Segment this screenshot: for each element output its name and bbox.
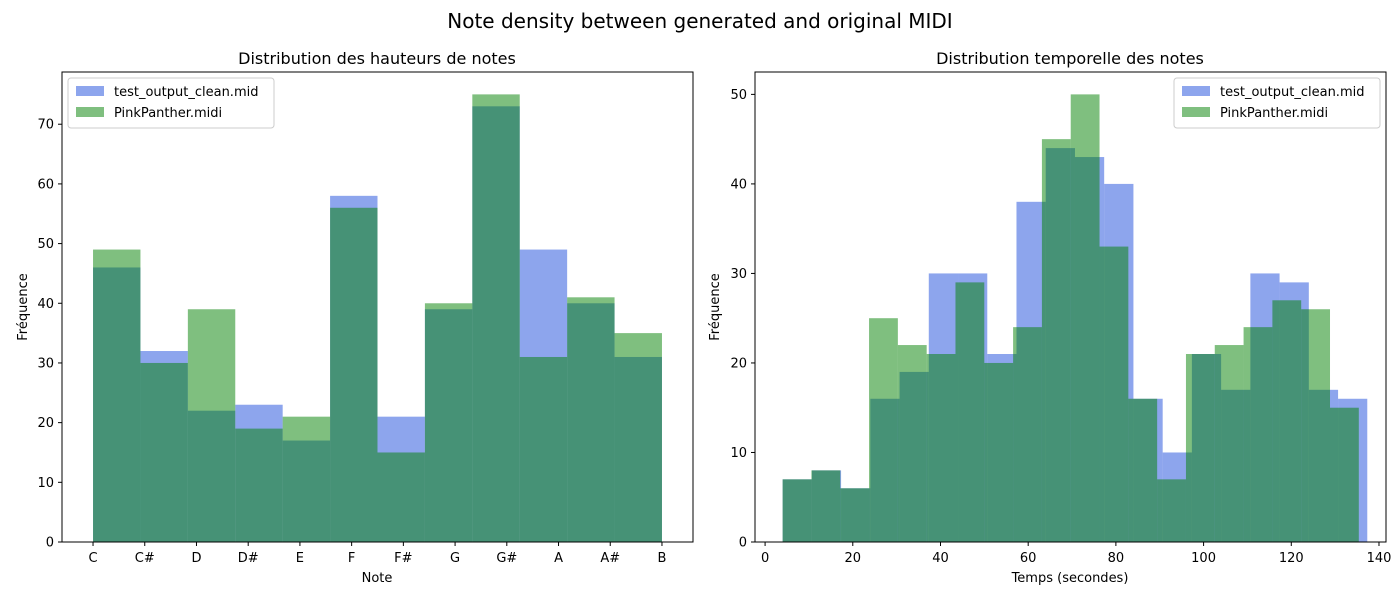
histogram-bar — [93, 249, 141, 543]
pitch-y-axis-label: Fréquence — [16, 273, 31, 340]
y-tick-label: 50 — [730, 88, 747, 103]
x-tick-label: 120 — [1279, 551, 1304, 566]
histogram-bar — [926, 354, 956, 542]
x-tick-label: A — [554, 551, 563, 566]
x-tick-label: 140 — [1367, 551, 1392, 566]
pitch-distribution-chart: Distribution des hauteurs de notes C C# D D… — [16, 49, 694, 586]
histogram-bar — [1013, 327, 1042, 542]
histogram-bar — [235, 428, 283, 542]
y-tick-label: 0 — [739, 536, 747, 551]
x-tick-label: 100 — [1191, 551, 1216, 566]
legend-swatch — [76, 107, 104, 117]
histogram-bar — [1128, 398, 1158, 542]
time-x-axis-label: Temps (secondes) — [1011, 571, 1129, 586]
x-tick-label: E — [296, 551, 304, 566]
x-tick-label: F# — [394, 551, 412, 566]
x-tick-label: 80 — [1108, 551, 1125, 566]
y-tick-label: 0 — [46, 536, 54, 551]
legend-label: PinkPanther.midi — [114, 106, 222, 121]
time-x-ticks: 0 20 40 60 80 100 120 140 — [761, 542, 1391, 566]
pitch-x-axis-label: Note — [362, 571, 393, 586]
histogram-bar — [1214, 345, 1244, 542]
histogram-bar — [424, 303, 473, 542]
histogram-bar — [955, 282, 985, 542]
time-distribution-chart: Distribution temporelle des notes 0 20 40 6… — [708, 49, 1391, 586]
time-y-axis-label: Fréquence — [708, 273, 723, 340]
histogram-bar — [840, 488, 870, 542]
histogram-bar — [1243, 327, 1273, 542]
legend-swatch — [1182, 86, 1210, 96]
legend-label: PinkPanther.midi — [1220, 106, 1328, 121]
x-tick-label: 0 — [761, 551, 769, 566]
x-tick-label: 40 — [932, 551, 949, 566]
x-tick-label: B — [658, 551, 667, 566]
x-tick-label: C# — [135, 551, 155, 566]
time-chart-title: Distribution temporelle des notes — [936, 49, 1204, 68]
y-tick-label: 60 — [37, 177, 54, 192]
x-tick-label: A# — [600, 551, 620, 566]
histogram-bar — [1185, 354, 1215, 542]
legend-swatch — [76, 86, 104, 96]
time-axes-frame — [754, 71, 1387, 543]
y-tick-label: 40 — [37, 297, 54, 312]
pitch-x-ticks: C C# D D# E F F# G G# A A# B — [88, 542, 666, 566]
pitch-chart-title: Distribution des hauteurs de notes — [238, 49, 516, 68]
histogram-bar — [1272, 300, 1302, 542]
histogram-bar — [330, 207, 378, 542]
x-tick-label: G# — [496, 551, 517, 566]
y-tick-label: 30 — [730, 267, 747, 282]
time-bars — [782, 94, 1368, 543]
x-tick-label: C — [88, 551, 97, 566]
y-tick-label: 20 — [730, 356, 747, 371]
x-tick-label: D — [191, 551, 201, 566]
histogram-bar — [984, 362, 1014, 542]
histogram-bar — [897, 345, 927, 542]
histogram-bar — [782, 479, 812, 542]
y-tick-label: 10 — [730, 446, 747, 461]
pitch-legend: test_output_clean.mid PinkPanther.midi — [67, 77, 275, 129]
histogram-bar — [1041, 139, 1071, 542]
histogram-bar — [567, 297, 615, 542]
histogram-bar — [1301, 309, 1331, 542]
y-tick-label: 40 — [730, 177, 747, 192]
legend-swatch — [1182, 107, 1210, 117]
histogram-bar — [282, 416, 331, 542]
pitch-bars — [93, 94, 662, 543]
histogram-bar — [472, 94, 520, 542]
y-tick-label: 70 — [37, 118, 54, 133]
x-tick-label: G — [450, 551, 460, 566]
pitch-axes-frame — [61, 71, 694, 543]
time-legend: test_output_clean.mid PinkPanther.midi — [1173, 77, 1381, 129]
y-tick-label: 10 — [37, 476, 54, 491]
histogram-bar — [1157, 479, 1186, 542]
histogram-bar — [1099, 246, 1129, 543]
histogram-bar — [1070, 94, 1100, 542]
legend-box — [1173, 77, 1381, 129]
legend-box — [67, 77, 275, 129]
histogram-bar — [519, 356, 568, 542]
y-tick-label: 20 — [37, 416, 54, 431]
x-tick-label: 60 — [1020, 551, 1037, 566]
legend-label: test_output_clean.mid — [1220, 85, 1364, 100]
legend-label: test_output_clean.mid — [114, 85, 258, 100]
histogram-bar — [187, 309, 236, 542]
pitch-y-ticks: 0 10 20 30 40 50 60 70 — [37, 118, 62, 551]
histogram-bar — [811, 470, 841, 542]
x-tick-label: F — [348, 551, 355, 566]
histogram-bar — [614, 333, 662, 542]
time-y-ticks: 0 10 20 30 40 50 — [730, 88, 755, 551]
y-tick-label: 50 — [37, 237, 54, 252]
x-tick-label: D# — [238, 551, 259, 566]
histogram-bar — [869, 318, 898, 542]
histogram-bar — [1330, 407, 1359, 542]
x-tick-label: 20 — [845, 551, 862, 566]
histogram-bar — [377, 452, 425, 542]
histogram-bar — [140, 362, 188, 542]
y-tick-label: 30 — [37, 356, 54, 371]
figure-title: Note density between generated and origi… — [447, 9, 952, 33]
